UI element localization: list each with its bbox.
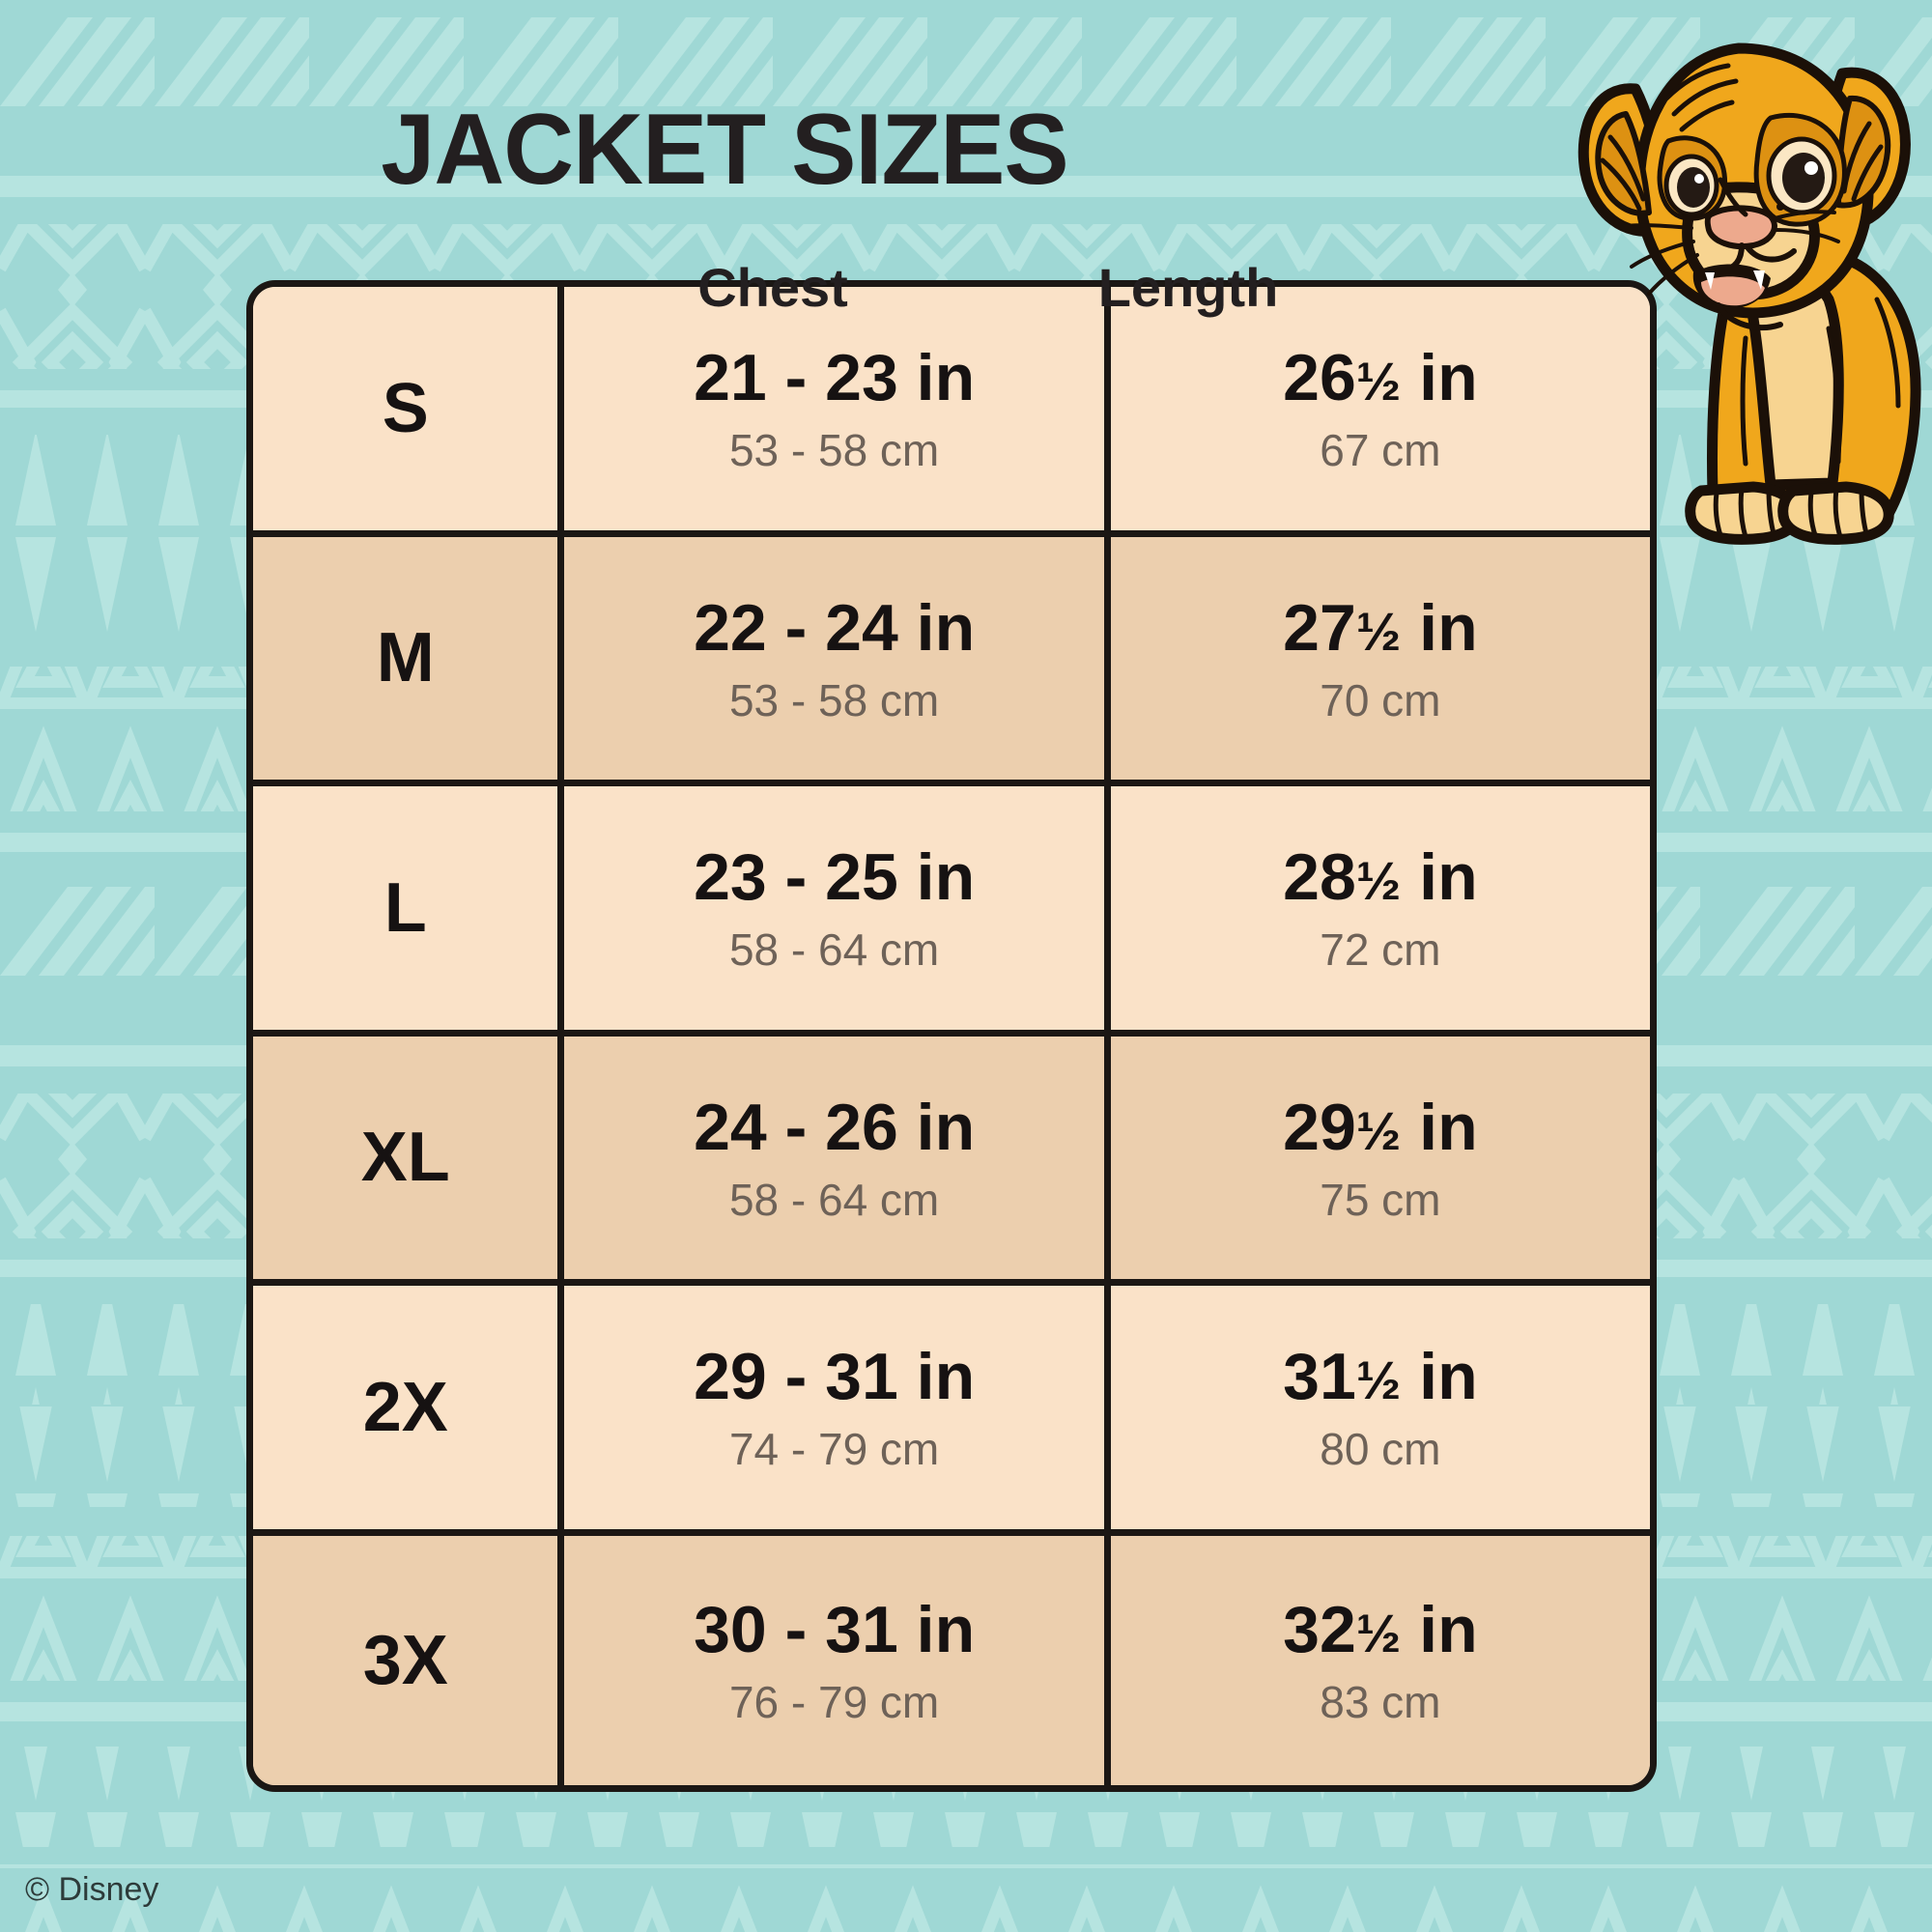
chest-inches: 29 - 31 in: [694, 1340, 976, 1414]
cell-size: 2X: [253, 1286, 565, 1529]
length-inches: 29½ in: [1283, 1090, 1478, 1164]
table-row: XL 24 - 26 in 58 - 64 cm 29½ in 75 cm: [253, 1036, 1650, 1286]
size-label: M: [376, 619, 435, 697]
length-centimeters: 67 cm: [1320, 425, 1441, 476]
length-centimeters: 75 cm: [1320, 1174, 1441, 1225]
chest-centimeters: 58 - 64 cm: [728, 1174, 940, 1225]
chest-centimeters: 74 - 79 cm: [728, 1424, 940, 1475]
length-centimeters: 70 cm: [1320, 674, 1441, 725]
cell-length: 26½ in 67 cm: [1111, 287, 1650, 530]
size-label: 2X: [362, 1368, 448, 1446]
cell-chest: 22 - 24 in 53 - 58 cm: [564, 536, 1111, 780]
chest-centimeters: 53 - 58 cm: [728, 425, 940, 476]
cell-length: 32½ in 83 cm: [1111, 1536, 1650, 1786]
chest-inches: 23 - 25 in: [694, 840, 976, 915]
size-label: XL: [360, 1119, 450, 1197]
cell-chest: 24 - 26 in 58 - 64 cm: [564, 1036, 1111, 1279]
simba-lion-cub-icon: [1577, 43, 1921, 545]
copyright-notice: © Disney: [25, 1871, 159, 1908]
cell-length: 27½ in 70 cm: [1111, 537, 1650, 781]
cell-length: 28½ in 72 cm: [1111, 786, 1650, 1030]
length-centimeters: 72 cm: [1320, 924, 1441, 976]
table-row: S 21 - 23 in 53 - 58 cm 26½ in 67 cm: [253, 287, 1650, 537]
chest-centimeters: 53 - 58 cm: [728, 674, 940, 725]
cell-length: 31½ in 80 cm: [1111, 1286, 1650, 1529]
column-header-length: Length: [1097, 257, 1279, 318]
table-row: M 22 - 24 in 53 - 58 cm 27½ in 70 cm: [253, 536, 1650, 786]
size-label: L: [384, 868, 427, 947]
cell-chest: 21 - 23 in 53 - 58 cm: [564, 287, 1111, 530]
cell-size: XL: [253, 1036, 565, 1279]
length-inches: 32½ in: [1283, 1593, 1478, 1667]
cell-size: L: [253, 786, 565, 1030]
length-centimeters: 80 cm: [1320, 1424, 1441, 1475]
column-header-chest: Chest: [697, 257, 848, 318]
cell-size: 3X: [253, 1535, 565, 1785]
length-inches: 28½ in: [1283, 840, 1478, 915]
chest-centimeters: 76 - 79 cm: [728, 1677, 940, 1728]
cell-size: S: [253, 287, 565, 530]
length-inches: 31½ in: [1283, 1340, 1478, 1414]
table-row: 2X 29 - 31 in 74 - 79 cm 31½ in 80 cm: [253, 1286, 1650, 1536]
size-label: S: [382, 369, 429, 447]
jacket-size-table: S 21 - 23 in 53 - 58 cm 26½ in 67 cm M 2…: [246, 280, 1657, 1792]
page-title: JACKET SIZES: [381, 94, 1068, 206]
chest-inches: 21 - 23 in: [694, 341, 976, 415]
length-inches: 27½ in: [1283, 590, 1478, 665]
chest-centimeters: 58 - 64 cm: [728, 924, 940, 976]
chest-inches: 22 - 24 in: [694, 590, 976, 665]
chest-inches: 24 - 26 in: [694, 1090, 976, 1164]
table-row: L 23 - 25 in 58 - 64 cm 28½ in 72 cm: [253, 786, 1650, 1037]
length-centimeters: 83 cm: [1320, 1677, 1441, 1728]
cell-chest: 23 - 25 in 58 - 64 cm: [564, 786, 1111, 1030]
size-label: 3X: [362, 1621, 448, 1699]
cell-chest: 29 - 31 in 74 - 79 cm: [564, 1286, 1111, 1529]
table-row: 3X 30 - 31 in 76 - 79 cm 32½ in 83 cm: [253, 1535, 1650, 1786]
cell-length: 29½ in 75 cm: [1111, 1037, 1650, 1280]
cell-size: M: [253, 536, 565, 780]
cell-chest: 30 - 31 in 76 - 79 cm: [564, 1535, 1111, 1785]
length-inches: 26½ in: [1283, 341, 1478, 415]
chest-inches: 30 - 31 in: [694, 1593, 976, 1667]
